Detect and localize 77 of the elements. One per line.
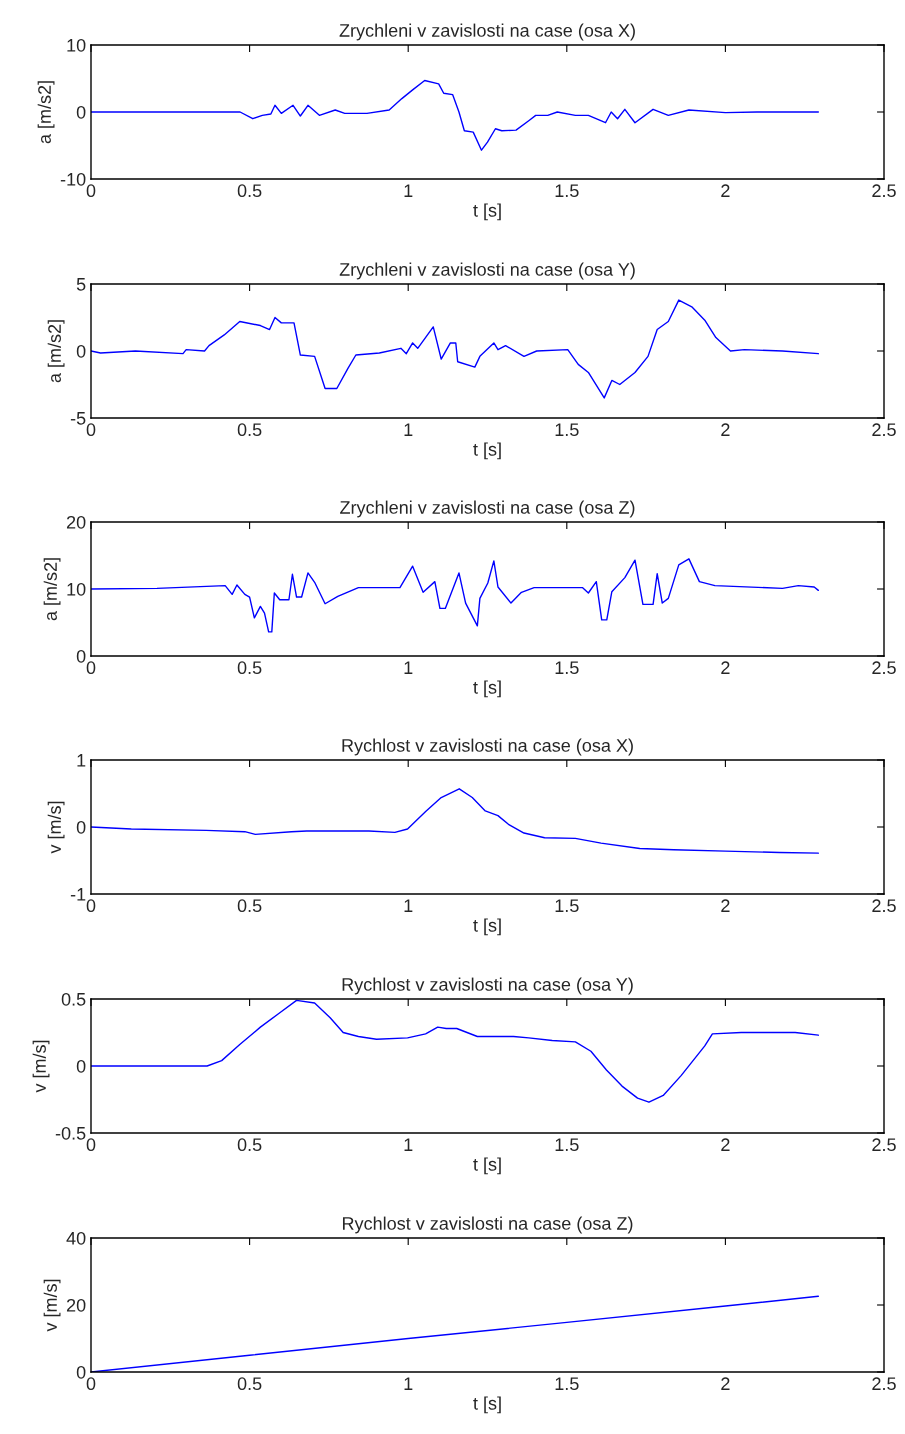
y-tick-label: -10 [60, 172, 86, 186]
x-axis-title: t [s] [473, 442, 501, 460]
y-tick-label: -5 [70, 412, 86, 425]
y-tick-label: 1 [77, 754, 86, 767]
x-tick-label: 2.5 [872, 423, 896, 437]
x-tick-label: 2 [721, 184, 730, 197]
y-tick-label: 0 [76, 820, 86, 834]
y-tick-label: 10 [67, 582, 86, 596]
y-axis-title: v [m/s] [32, 1040, 50, 1093]
y-tick-label: 0 [76, 1365, 86, 1379]
y-tick-label: 10 [67, 38, 86, 52]
y-tick-label: 5 [76, 278, 86, 291]
x-tick-label: 0.5 [237, 423, 262, 437]
y-tick-label: 0 [76, 1059, 86, 1073]
y-axis-title: v [m/s] [47, 801, 65, 854]
x-tick-label: 2 [721, 899, 730, 912]
chart-title: Rychlost v zavislosti na case (osa Y) [342, 977, 633, 995]
x-tick-label: 1 [404, 899, 413, 912]
y-axis-title: v [m/s] [43, 1279, 61, 1332]
chart-title: Zrychleni v zavislosti na case (osa X) [339, 23, 635, 41]
chart-title: Zrychleni v zavislosti na case (osa Z) [340, 500, 635, 518]
x-tick-label: 2.5 [872, 899, 896, 913]
y-axis-title: a [m/s2] [47, 320, 65, 383]
y-tick-label: 20 [66, 1298, 86, 1312]
line-series [91, 299, 820, 399]
x-tick-label: 1.5 [555, 423, 579, 437]
x-tick-label: 0 [86, 184, 96, 198]
y-axis-title: a [m/s2] [37, 81, 55, 144]
x-axis-title: t [s] [473, 1396, 501, 1414]
chart-title: Rychlost v zavislosti na case (osa X) [342, 738, 633, 756]
x-tick-label: 0 [86, 661, 96, 675]
x-tick-label: 1.5 [555, 899, 579, 913]
line-series [91, 788, 820, 854]
x-tick-label: 2 [721, 661, 730, 674]
x-tick-label: 0.5 [237, 1377, 262, 1391]
x-tick-label: 2 [721, 1377, 730, 1390]
y-tick-label: 0 [76, 105, 86, 119]
y-tick-label: 20 [66, 515, 86, 529]
y-tick-label: 0 [76, 649, 86, 663]
x-tick-label: 1 [404, 184, 413, 197]
y-tick-label: 0 [76, 344, 86, 358]
x-tick-label: 0.5 [237, 899, 262, 913]
x-tick-label: 2.5 [872, 1377, 896, 1391]
x-tick-label: 1.5 [555, 1138, 579, 1152]
x-tick-label: 1.5 [555, 1377, 579, 1391]
y-tick-label: 0.5 [61, 992, 86, 1006]
x-tick-label: 0 [86, 899, 96, 913]
x-tick-label: 1 [404, 423, 413, 436]
x-axis-title: t [s] [473, 680, 501, 698]
x-axis-title: t [s] [473, 918, 501, 936]
x-tick-label: 0.5 [237, 1138, 262, 1152]
x-tick-label: 0 [86, 423, 96, 437]
x-tick-label: 0 [86, 1377, 96, 1391]
line-series [91, 999, 820, 1103]
y-tick-label: -1 [70, 888, 86, 901]
line-series [91, 558, 820, 633]
x-tick-label: 2 [721, 423, 730, 436]
x-tick-label: 0.5 [237, 184, 262, 198]
y-tick-label: 40 [66, 1231, 86, 1245]
x-tick-label: 1.5 [555, 661, 579, 675]
chart-title: Zrychleni v zavislosti na case (osa Y) [339, 262, 635, 280]
x-tick-label: 2.5 [872, 1138, 896, 1152]
x-tick-label: 2.5 [872, 661, 896, 675]
x-tick-label: 1 [404, 661, 413, 674]
x-axis-title: t [s] [473, 1157, 501, 1175]
y-tick-label: -0.5 [55, 1126, 86, 1140]
x-tick-label: 1.5 [555, 184, 579, 198]
line-series [91, 79, 820, 151]
x-tick-label: 2 [721, 1138, 730, 1151]
x-tick-label: 1 [404, 1138, 413, 1151]
x-tick-label: 0.5 [237, 661, 262, 675]
x-tick-label: 0 [86, 1138, 96, 1152]
y-axis-title: a [m/s2] [43, 558, 61, 621]
x-axis-title: t [s] [473, 203, 501, 221]
x-tick-label: 1 [404, 1377, 413, 1390]
x-tick-label: 2.5 [872, 184, 896, 198]
chart-title: Rychlost v zavislosti na case (osa Z) [342, 1216, 633, 1234]
